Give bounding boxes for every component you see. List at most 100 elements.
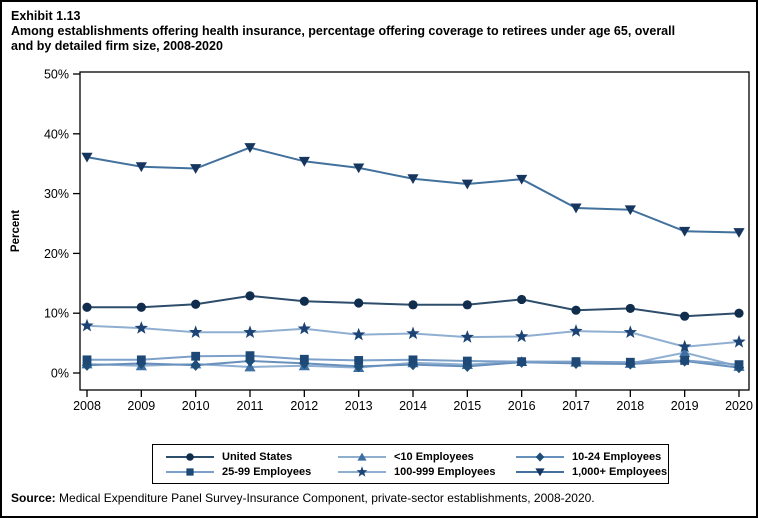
circle-marker-icon [191, 299, 201, 309]
triangle-down-marker-icon [353, 163, 365, 174]
square-marker-icon [408, 355, 418, 365]
star-marker-icon [80, 318, 94, 332]
source-label: Source: [11, 491, 56, 505]
x-tick-label: 2009 [127, 399, 155, 413]
star-marker-icon [406, 326, 420, 340]
x-tick-label: 2018 [616, 399, 644, 413]
x-tick-label: 2012 [290, 399, 318, 413]
triangle-down-marker-icon [733, 228, 745, 238]
star-marker-icon [460, 330, 474, 343]
x-tick-label: 2020 [725, 399, 753, 413]
plot-frame [79, 71, 750, 391]
x-tick-label: 2016 [508, 399, 536, 413]
y-axis-title: Percent [10, 210, 22, 252]
triangle-up-marker-icon [357, 452, 367, 461]
legend-label: 25-99 Employees [222, 465, 312, 478]
circle-marker-icon [625, 303, 635, 314]
legend-label: 1,000+ Employees [572, 465, 668, 478]
circle-marker-icon [571, 305, 581, 315]
square-marker-icon [299, 354, 309, 364]
star-marker-icon [297, 321, 311, 335]
y-tick-label: 20% [44, 247, 69, 261]
star-marker-icon [732, 334, 746, 348]
y-tick-label: 30% [44, 187, 69, 201]
diamond-marker-icon [244, 355, 256, 367]
legend-label: 100-999 Employees [394, 465, 496, 478]
triangle-down-marker-icon [81, 152, 93, 163]
star-marker-icon [569, 324, 583, 337]
x-tick-label: 2010 [182, 399, 210, 413]
square-marker-icon [136, 355, 146, 365]
x-tick-label: 2019 [671, 399, 699, 413]
y-tick-label: 10% [44, 307, 69, 321]
star-marker-icon [189, 325, 203, 338]
x-tick-label: 2014 [399, 399, 427, 413]
circle-marker-icon [462, 300, 472, 310]
square-marker-icon [82, 355, 92, 365]
circle-marker-icon [734, 308, 744, 318]
triangle-down-marker-icon [407, 174, 419, 185]
legend-item-25-99-employees: 25-99 Employees [165, 465, 337, 479]
legend-item-100-999-employees: 100-999 Employees [337, 465, 515, 479]
source-note: Source: Medical Expenditure Panel Survey… [11, 491, 595, 505]
triangle-down-marker-icon [679, 226, 691, 237]
triangle-down-marker-icon [135, 162, 147, 173]
triangle-down-marker-icon [461, 179, 473, 190]
chart-title-line2: and by detailed firm size, 2008-2020 [11, 39, 223, 53]
legend-item-1000plus-employees: 1,000+ Employees [515, 465, 670, 479]
square-marker-icon [462, 356, 472, 366]
title-block: Exhibit 1.13 Among establishments offeri… [11, 9, 755, 54]
star-marker-icon [678, 339, 692, 353]
exhibit-number: Exhibit 1.13 [11, 9, 81, 23]
x-tick-label: 2008 [73, 399, 101, 413]
circle-marker-icon [408, 300, 418, 310]
square-marker-icon [680, 356, 690, 365]
triangle-down-marker-icon [190, 164, 202, 174]
star-marker-icon [623, 325, 637, 338]
star-marker-icon [356, 465, 368, 477]
legend-item-lt10-employees: <10 Employees [337, 450, 515, 464]
legend: United States <10 Employees 10-24 Employ… [152, 444, 669, 484]
diamond-marker-icon [81, 359, 93, 371]
triangle-down-marker-icon [244, 143, 256, 153]
legend-item-united-states: United States [165, 450, 337, 464]
legend-label: United States [222, 450, 293, 463]
square-marker-icon [245, 351, 255, 361]
star-marker-icon [338, 465, 386, 477]
circle-marker-icon [82, 302, 92, 312]
triangle-down-marker-icon [535, 467, 545, 476]
circle-marker-icon [166, 452, 214, 461]
x-tick-label: 2011 [237, 399, 264, 413]
y-tick-label: 40% [44, 127, 69, 141]
circle-marker-icon [186, 452, 194, 461]
circle-marker-icon [245, 291, 255, 301]
circle-marker-icon [299, 296, 309, 306]
legend-label: 10-24 Employees [572, 450, 662, 463]
series-line-1-000-employees [86, 146, 740, 234]
star-marker-icon [515, 329, 529, 343]
square-marker-icon [625, 357, 635, 367]
y-tick-label: 0% [51, 367, 69, 381]
x-tick-label: 2013 [345, 399, 373, 413]
source-text: Medical Expenditure Panel Survey-Insuran… [55, 491, 595, 505]
triangle-up-marker-icon [338, 452, 386, 461]
triangle-down-marker-icon [624, 205, 636, 216]
star-marker-icon [243, 325, 257, 338]
chart-title-line1: Among establishments offering health ins… [11, 24, 676, 38]
square-marker-icon [734, 360, 744, 370]
square-marker-icon [354, 356, 364, 365]
square-marker-icon [571, 357, 581, 367]
diamond-marker-icon [516, 451, 564, 462]
star-marker-icon [352, 327, 366, 341]
legend-item-10-24-employees: 10-24 Employees [515, 450, 670, 464]
x-tick-label: 2015 [453, 399, 481, 413]
square-marker-icon [191, 351, 201, 361]
triangle-down-marker-icon [570, 203, 582, 214]
x-tick-label: 2017 [562, 399, 590, 413]
triangle-down-marker-icon [298, 156, 310, 167]
triangle-down-marker-icon [516, 174, 528, 185]
square-marker-icon [517, 357, 527, 367]
diamond-marker-icon [535, 451, 545, 462]
